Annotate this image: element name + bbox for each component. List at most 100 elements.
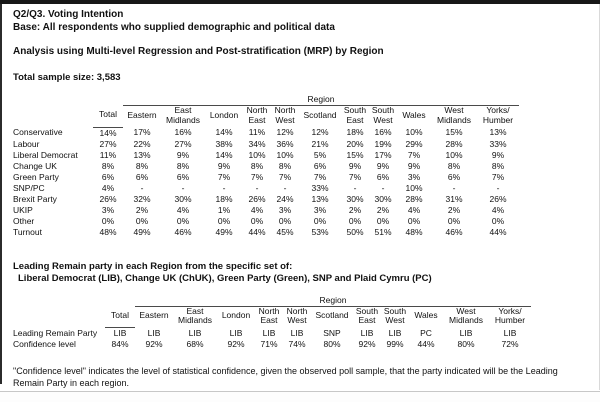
cell: 2% <box>348 204 362 215</box>
cell: 4% <box>407 204 421 215</box>
row-label: Change UK <box>13 160 57 171</box>
region-spanner-label: Region <box>135 294 531 307</box>
cell: 45% <box>276 226 294 237</box>
row-label: Turnout <box>13 226 42 237</box>
table-row: Leading Remain Party LIB LIB LIB LIB LIB LIB SN… <box>13 328 531 340</box>
row-label: Other <box>13 215 35 226</box>
column-header: London <box>221 310 251 321</box>
base-description: Base: All respondents who supplied demog… <box>13 21 335 33</box>
cell: LIB <box>188 327 202 338</box>
cell: - <box>496 182 500 193</box>
cell: LIB <box>290 327 304 338</box>
cell: 0% <box>376 215 390 226</box>
confidence-footnote: "Confidence level" indicates the level o… <box>13 366 558 388</box>
report-content: Q2/Q3. Voting Intention Base: All respon… <box>13 9 591 389</box>
cell: 7% <box>313 171 327 182</box>
cell: 33% <box>311 182 329 193</box>
column-header: Eastern <box>127 109 157 120</box>
table-row: Other 0% 0% 0% 0% 0% 0% 0% 0% 0% 0% 0% 0% <box>13 216 519 227</box>
column-header: West Midlands <box>448 306 484 325</box>
column-header: North West <box>286 306 308 325</box>
cell: 27% <box>174 138 192 149</box>
cell: 0% <box>135 215 149 226</box>
cell: 6% <box>313 160 327 171</box>
column-header: West Midlands <box>436 105 472 125</box>
cell: 4% <box>250 204 264 215</box>
cell: 4% <box>491 204 505 215</box>
column-header: Scotland <box>315 310 349 321</box>
cell: 3% <box>313 204 327 215</box>
cell: 6% <box>176 171 190 182</box>
cell: LIB <box>459 327 473 338</box>
cell: 44% <box>248 226 266 237</box>
cell: 26% <box>489 193 507 204</box>
column-header: Yorks/ Humber <box>482 105 514 125</box>
cell: - <box>381 182 385 193</box>
cell: 14% <box>215 149 233 160</box>
cell: 4% <box>176 204 190 215</box>
cell: 0% <box>313 215 327 226</box>
cell: 22% <box>133 138 151 149</box>
cell: 8% <box>176 160 190 171</box>
cell: 68% <box>186 339 204 349</box>
cell: 8% <box>491 160 505 171</box>
table-row: Labour 27% 22% 27% 38% 34% 36% 21% 20% 19% 29% 28% 3… <box>13 139 519 150</box>
cell: 5% <box>313 149 327 160</box>
column-header: Wales <box>402 109 426 120</box>
cell: 49% <box>133 226 151 237</box>
cell: 72% <box>501 339 519 349</box>
cell: 10% <box>405 127 423 138</box>
cell: 8% <box>135 160 149 171</box>
voting-intention-table: Region Total Eastern East Midlands London No… <box>13 94 519 238</box>
cell: 30% <box>346 193 364 204</box>
column-header: Scotland <box>303 109 337 120</box>
cell: 8% <box>278 160 292 171</box>
cell: 6% <box>376 171 390 182</box>
cell: 6% <box>101 171 115 182</box>
cell: 28% <box>405 193 423 204</box>
leading-remain-table: Region Total Eastern East Midlands London No… <box>13 294 531 351</box>
cell: 0% <box>407 215 421 226</box>
cell: 74% <box>288 339 306 349</box>
column-header: East Midlands <box>165 105 201 125</box>
cell: 19% <box>374 138 392 149</box>
cell: 3% <box>407 171 421 182</box>
table-row: Change UK 8% 8% 8% 9% 8% 8% 6% 9% 9% 9% 8% 8% <box>13 161 519 172</box>
column-header: North East <box>246 105 268 125</box>
table-row: SNP/PC 4% - - - - - 33% - - 10% - - <box>13 183 519 194</box>
cell: 9% <box>491 149 505 160</box>
table-row: Turnout 48% 49% 46% 49% 44% 45% 53% 50% 51% 48% 46%… <box>13 227 519 238</box>
column-header: London <box>209 109 239 120</box>
cell: 92% <box>145 339 163 349</box>
cell: 14% <box>215 127 233 138</box>
column-header: South West <box>383 306 407 325</box>
column-header: North West <box>274 105 296 125</box>
cell: 7% <box>250 171 264 182</box>
cell: - <box>353 182 357 193</box>
row-label-header <box>13 106 93 128</box>
cell: 44% <box>417 339 435 349</box>
cell: 11% <box>248 127 266 138</box>
cell: 7% <box>217 171 231 182</box>
cell: 0% <box>176 215 190 226</box>
cell: - <box>452 182 456 193</box>
cell: 48% <box>99 226 117 237</box>
column-header-row: Total Eastern East Midlands London North Eas… <box>13 306 531 328</box>
cell: 20% <box>346 138 364 149</box>
cell: 51% <box>374 226 392 237</box>
column-header: North East <box>258 306 280 325</box>
cell: 13% <box>311 193 329 204</box>
row-label: Confidence level <box>13 339 76 349</box>
remain-note-line1: Leading Remain party in each Region from… <box>13 260 293 272</box>
remain-note: Leading Remain party in each Region from… <box>13 261 591 285</box>
top-border <box>0 0 600 4</box>
cell: 27% <box>99 138 117 149</box>
spanner-spacer <box>13 295 135 307</box>
column-header: Yorks/ Humber <box>494 306 526 325</box>
cell: 9% <box>407 160 421 171</box>
cell: 29% <box>405 138 423 149</box>
row-label: Green Party <box>13 171 59 182</box>
spanner-spacer <box>13 94 123 106</box>
bottom-edge <box>0 391 600 402</box>
